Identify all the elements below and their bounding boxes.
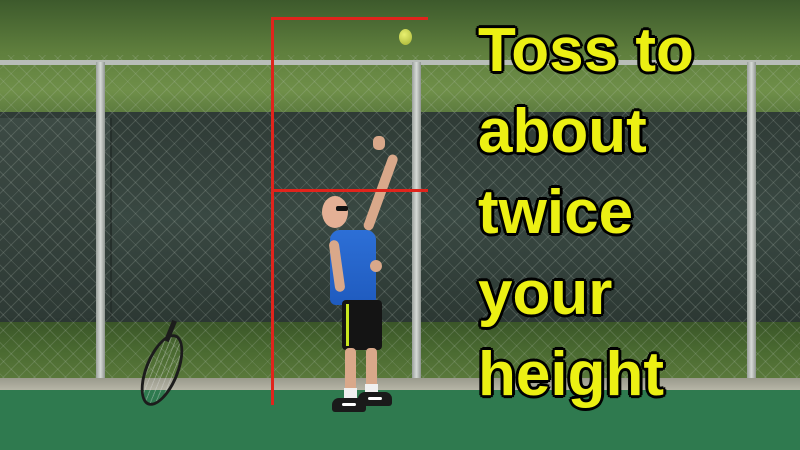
height-marker-player-level xyxy=(271,189,428,192)
player-head xyxy=(322,196,348,228)
player-right-sock xyxy=(365,384,378,394)
caption-line: Toss to xyxy=(478,16,694,85)
player xyxy=(310,130,420,420)
shoe-logo xyxy=(342,403,356,406)
caption-line: twice xyxy=(478,178,634,247)
caption-line: your xyxy=(478,259,613,328)
fence-top-rail xyxy=(0,60,800,65)
height-marker-vertical xyxy=(271,17,274,405)
background-foliage xyxy=(0,0,800,130)
player-raised-arm xyxy=(362,153,400,232)
player-left-leg xyxy=(345,348,356,400)
height-marker-toss-level xyxy=(271,17,428,20)
chain-link-fence xyxy=(0,55,800,390)
tennis-ball xyxy=(399,29,412,45)
tennis-court-surface xyxy=(0,390,800,450)
caption-line: about xyxy=(478,97,647,166)
instruction-caption: Toss to about twice your height xyxy=(478,10,800,415)
player-front-hand xyxy=(370,260,382,272)
fence-post xyxy=(96,62,105,392)
fence-windscreen xyxy=(0,112,800,322)
player-sunglasses xyxy=(336,206,348,211)
shoe-logo xyxy=(368,397,382,400)
caption-line: height xyxy=(478,340,664,409)
player-raised-hand xyxy=(373,136,385,150)
fence-post xyxy=(747,62,756,392)
fence-post xyxy=(412,62,421,392)
fence-windscreen-left-panel xyxy=(0,118,112,318)
player-left-sock xyxy=(344,388,357,398)
shorts-stripe xyxy=(346,304,349,346)
player-right-leg xyxy=(366,348,377,396)
